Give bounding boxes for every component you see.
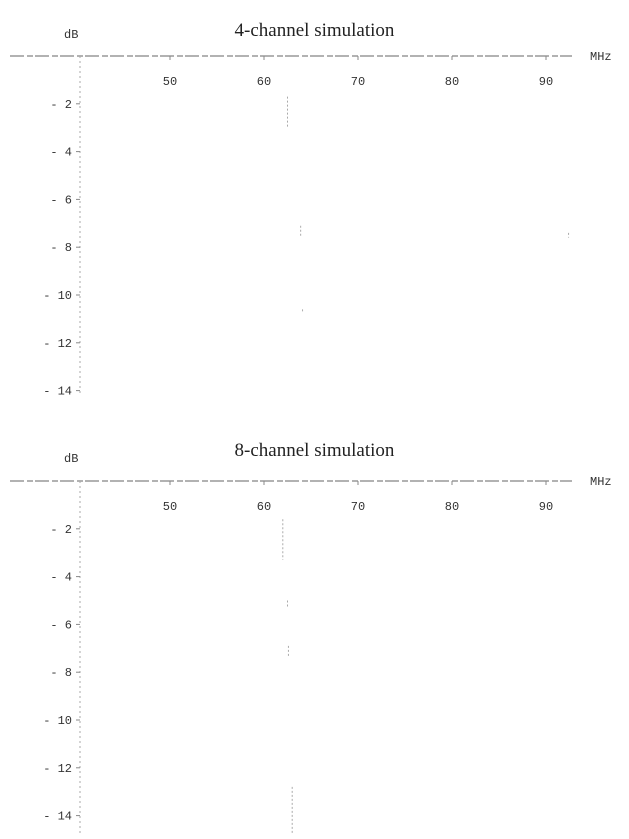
x-tick-label: 90	[539, 500, 553, 514]
y-tick-label: - 8	[50, 241, 72, 255]
y-tick-label: - 2	[50, 523, 72, 537]
x-tick-label: 80	[445, 75, 459, 89]
y-tick-label: - 12	[43, 337, 72, 351]
chart-panel-1: 4-channel simulation MHz dB 50 60 70 80 90 - 2 -…	[10, 20, 612, 399]
x-tick-label: 60	[257, 500, 271, 514]
y-axis-unit: dB	[64, 28, 78, 42]
chart-title: 4-channel simulation	[234, 20, 395, 41]
chart-title: 8-channel simulation	[234, 440, 395, 461]
y-tick-label: - 14	[43, 385, 72, 399]
x-tick-label: 80	[445, 500, 459, 514]
y-tick-label: - 14	[43, 810, 72, 824]
x-tick-label: 50	[163, 75, 177, 89]
y-tick-label: - 2	[50, 98, 72, 112]
x-axis-unit: MHz	[590, 475, 612, 489]
chart-plot: MHz dB 50 60 70 80 90 - 2 - 4 - 6 - 8 - 10 - 12 - 14	[10, 28, 612, 399]
x-tick-label: 90	[539, 75, 553, 89]
x-tick-label: 50	[163, 500, 177, 514]
x-tick-label: 60	[257, 75, 271, 89]
x-tick-label: 70	[351, 75, 365, 89]
y-tick-label: - 6	[50, 618, 72, 632]
y-tick-label: - 12	[43, 762, 72, 776]
y-tick-label: - 4	[50, 146, 72, 160]
y-tick-label: - 4	[50, 571, 72, 585]
y-axis-unit: dB	[64, 452, 78, 466]
y-tick-label: - 8	[50, 666, 72, 680]
x-axis-unit: MHz	[590, 50, 612, 64]
x-tick-label: 70	[351, 500, 365, 514]
y-tick-label: - 10	[43, 289, 72, 303]
y-tick-label: - 6	[50, 193, 72, 207]
y-tick-label: - 10	[43, 714, 72, 728]
